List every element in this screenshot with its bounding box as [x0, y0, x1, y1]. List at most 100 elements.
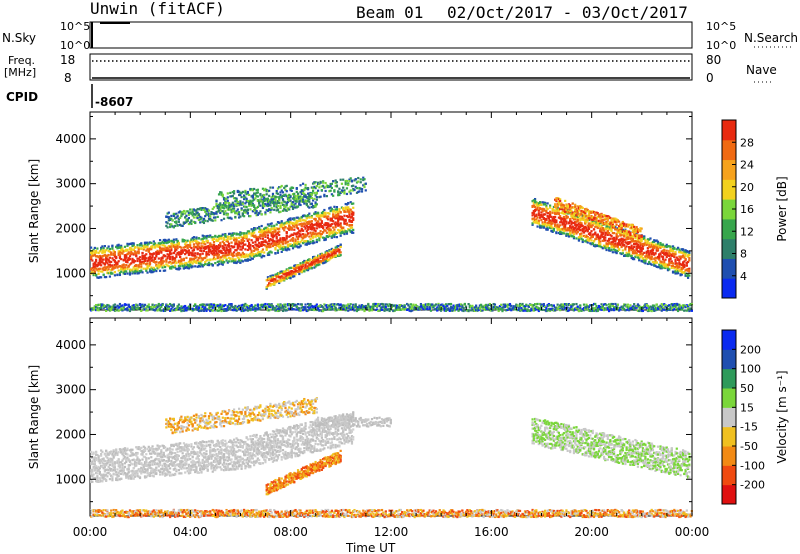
- range-cell: [266, 190, 270, 193]
- range-cell: [166, 226, 169, 229]
- range-cell: [576, 209, 579, 213]
- range-cell: [569, 225, 572, 228]
- range-cell: [565, 211, 568, 214]
- range-cell: [91, 259, 94, 262]
- range-cell: [581, 240, 584, 244]
- range-cell: [285, 222, 288, 225]
- range-cell: [177, 251, 180, 254]
- range-cell: [205, 235, 208, 238]
- range-cell: [664, 258, 667, 261]
- range-cell: [545, 218, 548, 221]
- range-cell: [655, 256, 658, 260]
- range-cell: [95, 258, 98, 261]
- range-cell: [625, 231, 628, 234]
- range-cell: [318, 222, 321, 225]
- range-cell: [231, 252, 234, 255]
- range-cell: [605, 248, 608, 252]
- range-cell: [683, 264, 686, 268]
- range-cell: [116, 273, 119, 277]
- range-cell: [560, 207, 563, 210]
- range-cell: [101, 245, 104, 248]
- range-cell: [590, 211, 593, 214]
- range-cell: [97, 263, 100, 267]
- range-cell: [140, 247, 143, 251]
- range-cell: [156, 265, 159, 269]
- range-cell: [160, 251, 163, 254]
- range-cell: [641, 247, 645, 250]
- range-cell: [594, 213, 597, 216]
- range-cell: [301, 182, 305, 185]
- range-cell: [626, 254, 629, 258]
- range-cell: [195, 256, 198, 259]
- range-cell: [231, 209, 234, 213]
- range-cell: [175, 212, 178, 215]
- range-cell: [249, 258, 252, 262]
- range-cell: [200, 242, 203, 245]
- range-cell: [580, 211, 583, 214]
- range-cell: [255, 247, 258, 250]
- range-cell: [250, 257, 253, 260]
- range-cell: [611, 240, 614, 244]
- range-cell: [334, 232, 337, 235]
- range-cell: [254, 212, 257, 215]
- range-cell: [551, 219, 554, 222]
- range-cell: [258, 204, 261, 207]
- range-cell: [604, 231, 607, 234]
- range-cell: [605, 228, 608, 231]
- range-cell: [325, 222, 328, 226]
- range-cell: [684, 254, 687, 258]
- range-cell: [301, 189, 305, 193]
- range-cell: [289, 244, 292, 247]
- range-cell: [629, 254, 632, 257]
- range-cell: [537, 209, 540, 212]
- range-cell: [559, 229, 562, 232]
- range-cell: [541, 209, 544, 213]
- range-cell: [181, 240, 184, 243]
- range-cell: [609, 237, 612, 240]
- range-cell: [653, 257, 656, 260]
- range-cell: [192, 258, 196, 262]
- range-cell: [128, 246, 132, 250]
- range-cell: [668, 254, 671, 258]
- range-cell: [569, 226, 572, 229]
- range-cell: [660, 260, 663, 264]
- range-cell: [654, 264, 657, 267]
- range-cell: [609, 221, 612, 224]
- range-cell: [350, 180, 354, 183]
- range-cell: [237, 204, 241, 207]
- range-cell: [303, 225, 306, 228]
- range-cell: [289, 205, 292, 208]
- range-cell: [314, 194, 317, 197]
- range-cell: [235, 249, 238, 252]
- range-cell: [296, 242, 300, 245]
- range-cell: [226, 248, 229, 251]
- range-cell: [108, 247, 112, 251]
- range-cell: [176, 242, 179, 245]
- range-cell: [118, 265, 122, 268]
- range-cell: [301, 261, 305, 264]
- range-cell: [275, 206, 278, 209]
- range-cell: [561, 221, 564, 224]
- range-cell: [111, 247, 114, 250]
- range-cell: [93, 270, 96, 273]
- range-cell: [253, 231, 256, 234]
- range-cell: [256, 252, 260, 255]
- range-cell: [93, 265, 96, 268]
- range-cell: [261, 233, 265, 237]
- range-cell: [118, 251, 122, 254]
- range-cell: [111, 246, 114, 249]
- range-cell: [630, 223, 633, 226]
- range-cell: [150, 248, 153, 251]
- range-cell: [196, 211, 199, 214]
- range-cell: [298, 200, 301, 203]
- range-cell: [196, 265, 199, 268]
- range-cell: [157, 242, 160, 245]
- range-cell: [258, 245, 261, 249]
- range-cell: [680, 267, 683, 270]
- range-cell: [345, 214, 349, 218]
- range-cell: [335, 181, 339, 184]
- range-cell: [631, 229, 634, 232]
- range-cell: [211, 212, 214, 216]
- range-cell: [601, 215, 604, 218]
- range-cell: [155, 269, 158, 273]
